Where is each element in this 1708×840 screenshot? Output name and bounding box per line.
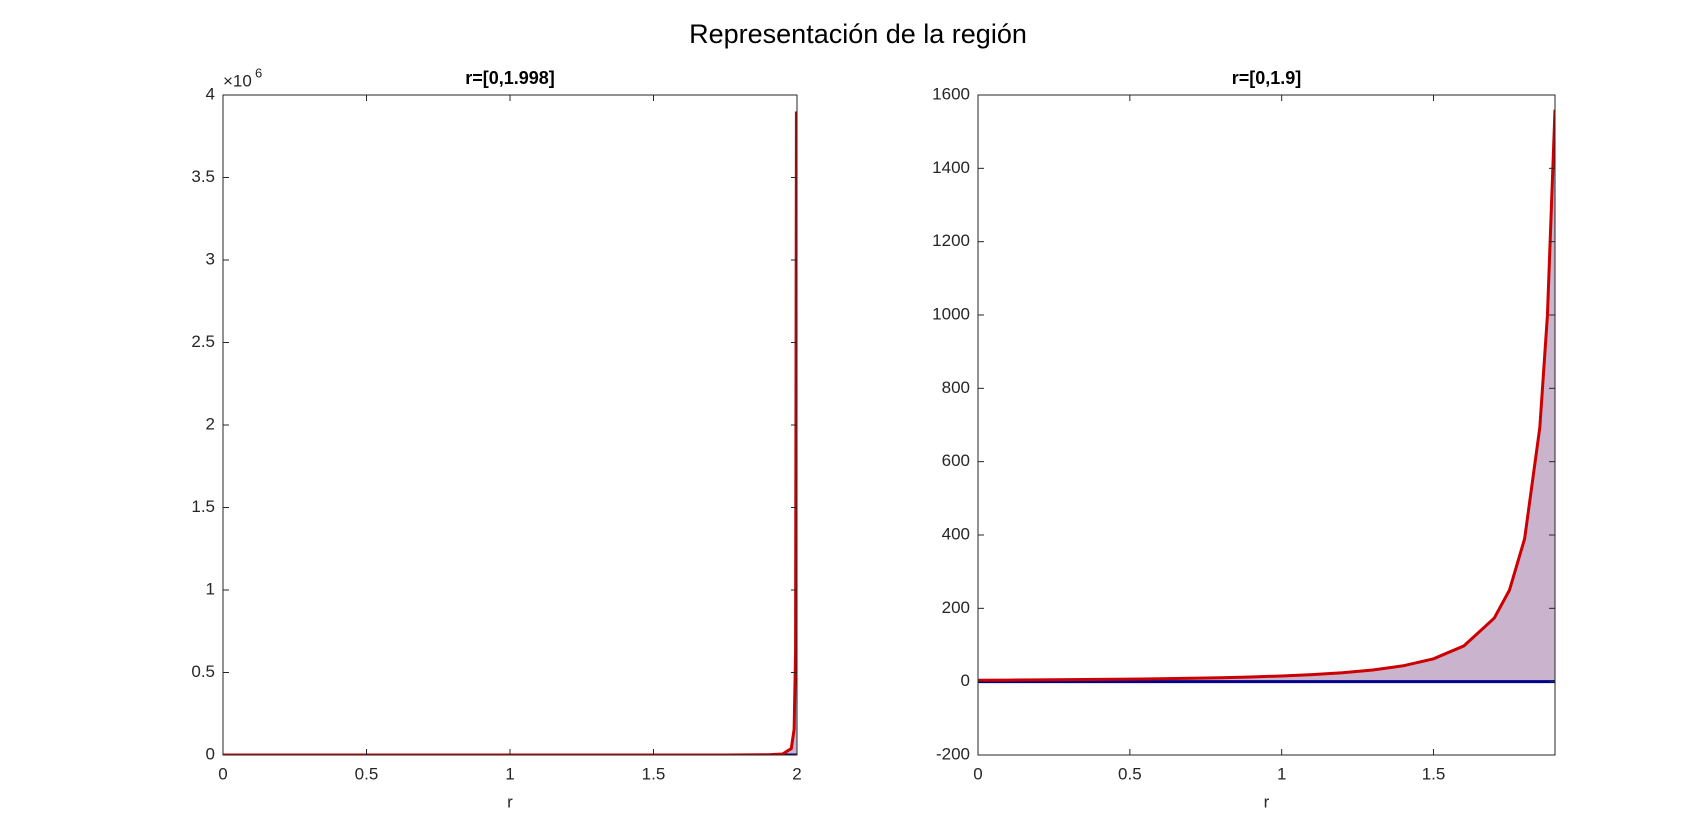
y-tick-label: 0.5 (191, 662, 215, 681)
y-tick-label: 600 (942, 451, 970, 470)
x-tick-label: 2 (792, 764, 801, 783)
x-axis-label: r (507, 792, 513, 811)
y-tick-label: 0 (961, 671, 970, 690)
x-tick-label: 1.5 (1422, 764, 1446, 783)
y-tick-label: 3.5 (191, 167, 215, 186)
y-tick-label: 0 (206, 744, 215, 763)
y-exponent: 6 (255, 65, 262, 80)
y-tick-label: 200 (942, 598, 970, 617)
y-tick-label: -200 (936, 744, 970, 763)
y-tick-label: 800 (942, 378, 970, 397)
plot-area (223, 95, 797, 755)
y-tick-label: 1200 (932, 231, 970, 250)
figure-title: Representación de la región (689, 19, 1027, 49)
y-tick-label: 1000 (932, 304, 970, 323)
y-tick-label: 1 (206, 579, 215, 598)
x-tick-label: 1 (505, 764, 514, 783)
y-tick-label: 3 (206, 249, 215, 268)
axes-box (977, 94, 1556, 756)
x-tick-label: 0.5 (355, 764, 379, 783)
line-series (978, 109, 1555, 682)
x-axis-label: r (1264, 792, 1270, 811)
y-tick-label: 1600 (932, 84, 970, 103)
plot-layer (978, 109, 1555, 684)
y-tick-label: 400 (942, 524, 970, 543)
y-tick-label: 4 (206, 84, 215, 103)
x-tick-label: 0.5 (1118, 764, 1142, 783)
plot-area (978, 95, 1555, 755)
y-exponent-base: ×10 (223, 71, 252, 90)
axes-title: r=[0,1.9] (1232, 68, 1302, 88)
fill-area (978, 109, 1555, 682)
y-tick-label: 2.5 (191, 332, 215, 351)
y-tick-label: 1.5 (191, 497, 215, 516)
x-tick-label: 0 (973, 764, 982, 783)
y-tick-label: 1400 (932, 158, 970, 177)
x-tick-label: 0 (218, 764, 227, 783)
x-tick-label: 1 (1277, 764, 1286, 783)
axes-title: r=[0,1.998] (465, 68, 555, 88)
x-tick-label: 1.5 (642, 764, 666, 783)
y-tick-label: 2 (206, 414, 215, 433)
